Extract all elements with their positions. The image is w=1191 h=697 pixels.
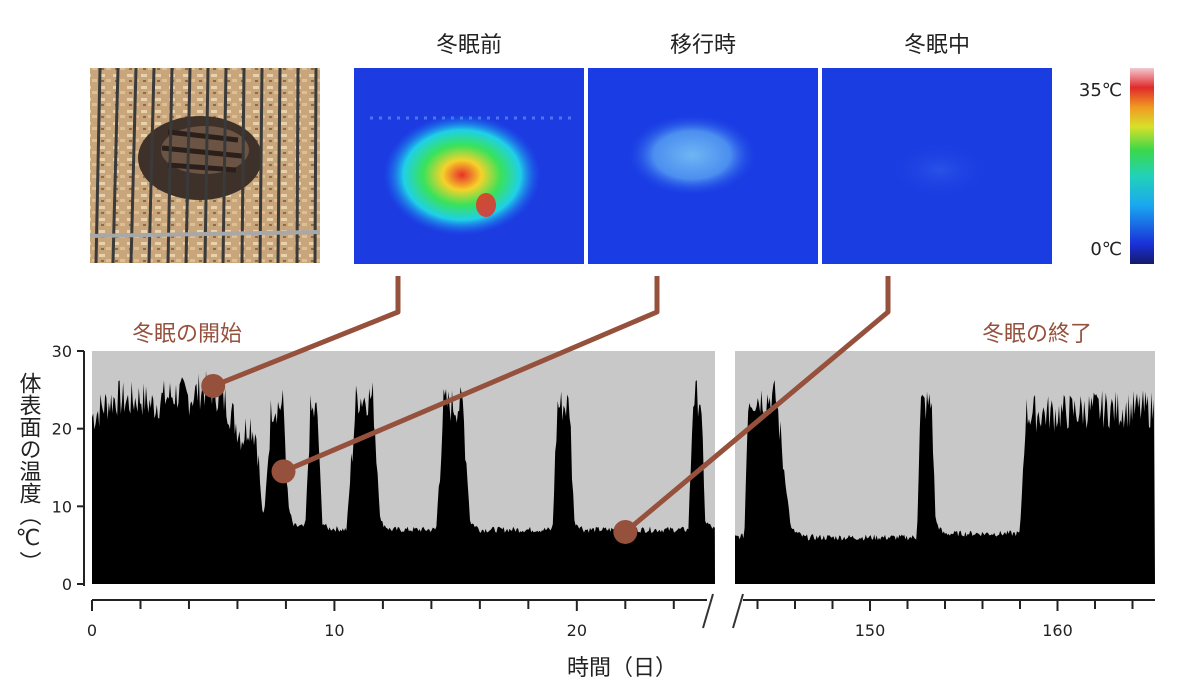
y-axis-label: 体表面の温度（℃） bbox=[16, 372, 42, 573]
x-axis: 0 10 20 150 160 bbox=[87, 593, 1155, 640]
y-tick-label: 20 bbox=[52, 420, 72, 439]
thermal-image-hibernation bbox=[822, 68, 1052, 264]
x-tick-label: 0 bbox=[87, 621, 97, 640]
axis-break-mark bbox=[732, 593, 744, 629]
panel-label-transition: 移行時 bbox=[670, 33, 736, 58]
x-tick-label: 20 bbox=[567, 621, 587, 640]
scale-min-label: 0℃ bbox=[1090, 239, 1122, 260]
connector-line bbox=[282, 276, 660, 474]
thermal-image-transition bbox=[588, 68, 818, 264]
y-tick-label: 30 bbox=[52, 342, 72, 361]
y-tick-label: 10 bbox=[52, 497, 72, 516]
x-tick-label: 10 bbox=[324, 621, 344, 640]
temperature-trace-1 bbox=[92, 370, 715, 584]
y-tick-label: 0 bbox=[62, 575, 72, 594]
annotation-marker bbox=[271, 459, 296, 484]
annotation-marker bbox=[613, 519, 638, 544]
connector-line bbox=[623, 276, 891, 534]
temperature-trace-2 bbox=[735, 380, 1155, 584]
hibernation-start-label: 冬眠の開始 bbox=[132, 322, 242, 347]
temperature-color-scale: 35℃ 0℃ bbox=[1079, 68, 1154, 264]
connector-line bbox=[212, 276, 401, 389]
thermal-image-before bbox=[354, 68, 584, 264]
scale-max-label: 35℃ bbox=[1079, 80, 1122, 101]
y-axis: 0 10 20 30 bbox=[52, 342, 85, 594]
hibernation-end-label: 冬眠の終了 bbox=[982, 322, 1092, 347]
chipmunk-photo bbox=[89, 67, 321, 264]
x-tick-label: 150 bbox=[855, 621, 886, 640]
annotation-marker bbox=[201, 373, 226, 398]
x-axis-label: 時間（日） bbox=[567, 656, 677, 681]
x-tick-label: 160 bbox=[1042, 621, 1073, 640]
axis-break-mark bbox=[702, 593, 714, 629]
panel-label-before: 冬眠前 bbox=[436, 33, 502, 58]
panel-label-during: 冬眠中 bbox=[904, 33, 970, 58]
